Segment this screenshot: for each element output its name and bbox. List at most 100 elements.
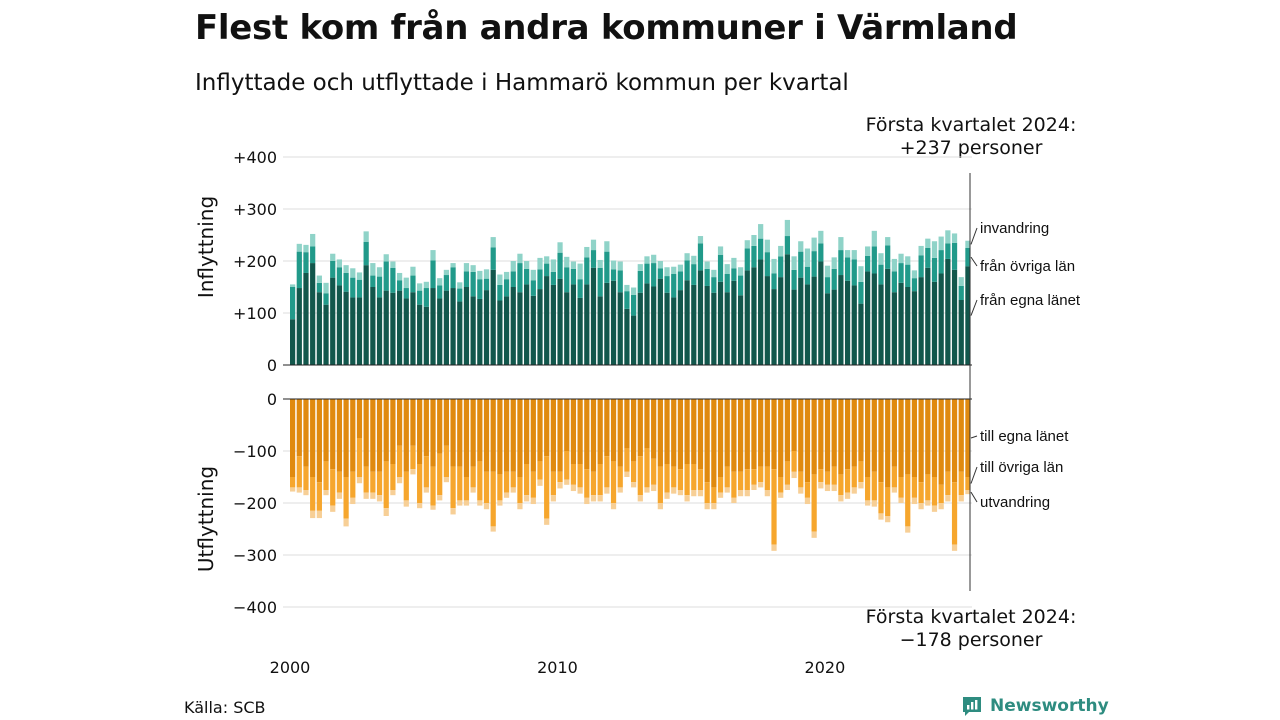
bar-in-s0-q77	[804, 284, 811, 365]
bar-in-s0-q73	[778, 277, 784, 365]
bar-in-s0-q53	[644, 283, 650, 365]
bar-in-s0-q69	[751, 267, 757, 365]
bar-in-s1-q39	[550, 271, 556, 285]
bar-in-s0-q66	[731, 280, 737, 365]
bar-in-s0-q50	[624, 308, 630, 365]
bar-out-s2-q3	[310, 510, 316, 519]
bar-out-s0-q97	[938, 399, 944, 485]
bar-out-s1-q68	[744, 469, 750, 490]
bar-in-s0-q34	[517, 292, 523, 365]
bar-in-s1-q38	[544, 263, 550, 277]
bar-in-s1-q60	[691, 264, 697, 285]
bar-in-s1-q18	[410, 275, 416, 293]
bar-out-s0-q71	[764, 399, 770, 467]
bar-in-s1-q27	[470, 271, 476, 297]
bar-out-s0-q3	[310, 399, 316, 477]
bar-out-s0-q37	[537, 399, 543, 462]
ytick-out-1: −100	[233, 442, 277, 461]
bar-out-s0-q100	[958, 399, 964, 472]
bar-out-s0-q50	[624, 399, 630, 449]
bar-in-s2-q98	[945, 230, 951, 244]
bar-in-s2-q80	[824, 265, 831, 278]
bar-out-s0-q86	[865, 399, 871, 477]
xtick-2: 2020	[805, 658, 846, 677]
bar-out-s0-q64	[717, 399, 724, 477]
bar-in-s2-q34	[517, 253, 523, 264]
bar-out-s2-q13	[376, 495, 383, 502]
bar-out-s2-q93	[911, 497, 918, 505]
bar-out-s1-q91	[898, 477, 904, 498]
bar-out-s0-q69	[751, 399, 757, 470]
bar-out-s1-q81	[831, 466, 837, 485]
bar-in-s1-q22	[437, 285, 443, 299]
bar-in-s2-q35	[524, 261, 530, 269]
bar-out-s0-q32	[503, 399, 510, 472]
bar-in-s1-q86	[865, 255, 871, 272]
bar-out-s0-q24	[450, 399, 456, 467]
bar-out-s2-q37	[537, 479, 543, 486]
bar-out-s1-q31	[497, 474, 503, 501]
bar-in-s1-q48	[610, 269, 617, 281]
bar-out-s1-q58	[677, 469, 684, 490]
bar-out-s2-q87	[871, 500, 877, 507]
bar-in-s0-q67	[737, 295, 744, 365]
bar-out-s0-q40	[557, 399, 563, 472]
bar-in-s0-q22	[437, 298, 443, 365]
bar-in-s1-q32	[503, 279, 510, 297]
bar-out-s2-q46	[597, 495, 603, 502]
bar-in-s2-q55	[657, 261, 663, 269]
bar-out-s1-q4	[316, 482, 322, 511]
bar-in-s2-q30	[490, 237, 496, 248]
bar-in-s0-q9	[350, 297, 356, 365]
bar-out-s1-q57	[671, 466, 677, 488]
bar-in-s1-q36	[530, 280, 536, 296]
bar-out-s1-q56	[664, 464, 670, 493]
bar-in-s0-q20	[423, 306, 429, 365]
bar-out-s1-q26	[463, 477, 470, 501]
bar-in-s1-q49	[617, 270, 623, 293]
bar-out-s2-q2	[303, 490, 309, 496]
bar-in-s2-q78	[811, 237, 817, 252]
bar-in-s0-q95	[925, 267, 931, 365]
bar-in-s1-q101	[965, 248, 971, 267]
bar-in-s2-q74	[784, 219, 790, 237]
bar-out-s2-q15	[390, 490, 396, 496]
legend-leader-out-1	[970, 466, 978, 484]
bar-out-s2-q0	[290, 487, 296, 492]
bar-out-s2-q38	[544, 518, 550, 525]
bar-out-s2-q7	[336, 492, 343, 499]
bar-in-s0-q64	[717, 281, 724, 365]
bar-in-s1-q62	[704, 268, 710, 286]
bar-in-s2-q31	[497, 274, 503, 285]
bar-out-s2-q79	[818, 482, 824, 489]
bar-out-s1-q90	[891, 466, 897, 488]
bar-out-s1-q33	[510, 471, 516, 488]
bar-in-s2-q58	[677, 264, 684, 272]
bar-in-s0-q37	[537, 289, 543, 365]
bar-out-s1-q61	[697, 469, 704, 490]
bar-in-s2-q10	[356, 272, 363, 280]
bar-in-s2-q36	[530, 269, 536, 281]
bar-in-s0-q74	[784, 254, 790, 365]
bar-out-s2-q68	[744, 490, 750, 497]
bar-out-s0-q36	[530, 399, 536, 472]
bar-in-s0-q48	[610, 280, 617, 365]
bar-out-s1-q20	[423, 456, 429, 488]
bar-out-s0-q72	[771, 399, 777, 470]
bar-in-s1-q56	[664, 276, 670, 293]
bar-in-s2-q61	[697, 236, 704, 244]
bar-in-s1-q85	[858, 281, 864, 304]
bar-out-s0-q81	[831, 399, 837, 467]
bar-out-s0-q14	[383, 399, 389, 462]
bar-in-s2-q47	[604, 241, 610, 252]
bar-out-s2-q45	[590, 495, 597, 502]
bar-in-s1-q9	[350, 277, 356, 298]
bar-out-s0-q96	[931, 399, 938, 477]
bar-in-s1-q88	[878, 264, 884, 285]
bar-in-s2-q4	[316, 275, 322, 283]
legend: invandring från övriga län från egna länet…	[970, 220, 1081, 511]
bar-in-s1-q42	[570, 268, 577, 285]
bar-in-s1-q69	[751, 245, 757, 268]
bar-in-s0-q17	[403, 298, 409, 365]
